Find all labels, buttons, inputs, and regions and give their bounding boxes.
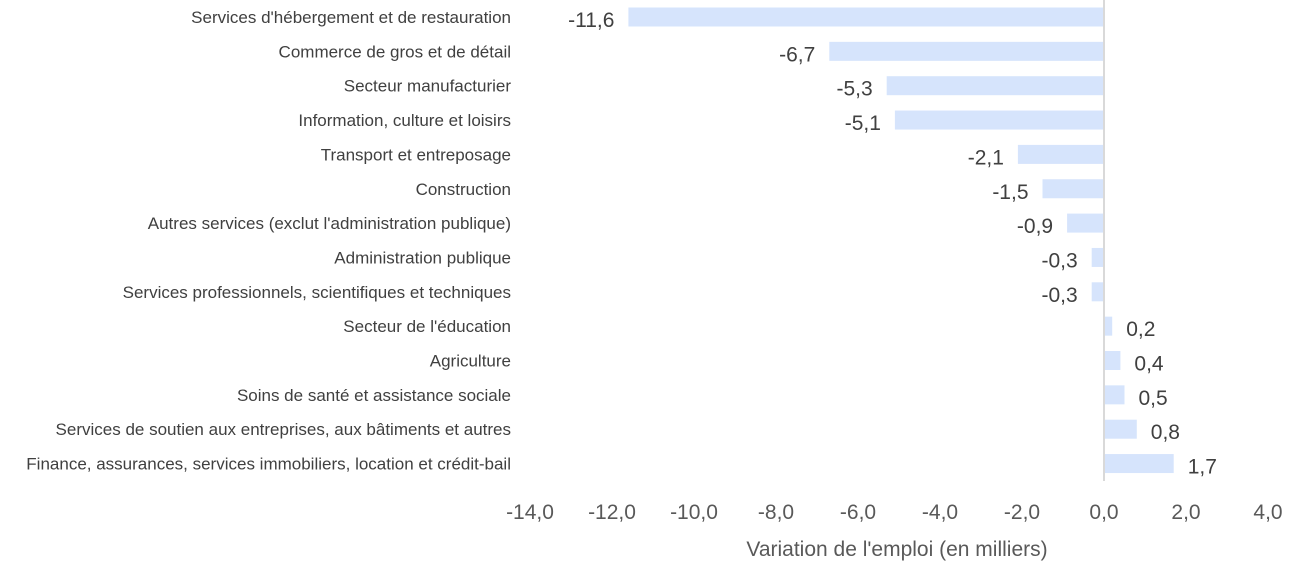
x-tick-label: -14,0	[506, 501, 554, 524]
category-label: Administration publique	[334, 248, 511, 267]
value-label: 0,8	[1151, 421, 1180, 444]
bar	[829, 41, 1104, 61]
x-tick-label: -2,0	[1004, 501, 1040, 524]
bar	[1104, 454, 1174, 474]
bar	[628, 7, 1104, 27]
x-axis-title: Variation de l'emploi (en milliers)	[746, 538, 1047, 561]
category-label: Services professionnels, scientifiques e…	[123, 283, 511, 302]
bar	[894, 110, 1104, 130]
value-label: 1,7	[1188, 456, 1217, 479]
value-label: 0,2	[1126, 318, 1155, 341]
bar	[1104, 351, 1121, 370]
value-label: -2,1	[968, 146, 1004, 169]
category-labels: Services d'hébergement et de restauratio…	[26, 8, 511, 474]
x-tick-label: -10,0	[670, 501, 718, 524]
category-label: Secteur de l'éducation	[343, 317, 511, 336]
bar	[1091, 282, 1104, 302]
x-tick-label: 2,0	[1171, 501, 1200, 524]
value-label: -5,3	[837, 78, 873, 101]
category-label: Finance, assurances, services immobilier…	[26, 455, 511, 474]
bar	[1067, 213, 1104, 233]
category-label: Transport et entreposage	[321, 145, 511, 164]
value-label: -0,3	[1042, 249, 1078, 272]
category-label: Services de soutien aux entreprises, aux…	[56, 420, 511, 439]
bar	[1104, 419, 1137, 439]
x-tick-label: 4,0	[1253, 501, 1282, 524]
x-tick-label: -6,0	[840, 501, 876, 524]
x-tick-label: -12,0	[588, 501, 636, 524]
x-tick-label: -8,0	[758, 501, 794, 524]
x-tick-labels: -14,0 -12,0 -10,0 -8,0 -6,0 -4,0 -2,0 0,0 2,0 4,0	[506, 501, 1283, 524]
category-label: Soins de santé et assistance sociale	[237, 386, 511, 405]
bar	[1017, 144, 1104, 164]
value-label: -0,9	[1017, 215, 1053, 238]
category-label: Autres services (exclut l'administration…	[148, 214, 511, 233]
value-label: 0,5	[1139, 387, 1168, 410]
category-label: Services d'hébergement et de restauratio…	[191, 8, 511, 27]
bar	[1104, 385, 1125, 405]
category-label: Agriculture	[430, 352, 511, 371]
value-label: 0,4	[1134, 353, 1164, 376]
x-tick-label: -4,0	[922, 501, 958, 524]
value-labels: -11,6 -6,7 -5,3 -5,1 -2,1 -1,5 -0,9 -0,3 -0,3 0,2…	[568, 9, 1217, 479]
value-label: -5,1	[845, 112, 881, 135]
category-label: Construction	[416, 180, 511, 199]
bars-layer	[628, 7, 1174, 474]
value-label: -0,3	[1042, 284, 1078, 307]
bar	[1104, 316, 1113, 336]
category-label: Information, culture et loisirs	[298, 111, 511, 130]
bar	[1091, 247, 1104, 267]
category-label: Secteur manufacturier	[344, 77, 512, 96]
value-label: -11,6	[568, 9, 614, 32]
category-label: Commerce de gros et de détail	[279, 42, 511, 61]
x-tick-label: 0,0	[1089, 501, 1118, 524]
bar	[886, 76, 1104, 96]
value-label: -6,7	[779, 43, 815, 66]
bar	[1042, 179, 1104, 199]
value-label: -1,5	[992, 181, 1028, 204]
